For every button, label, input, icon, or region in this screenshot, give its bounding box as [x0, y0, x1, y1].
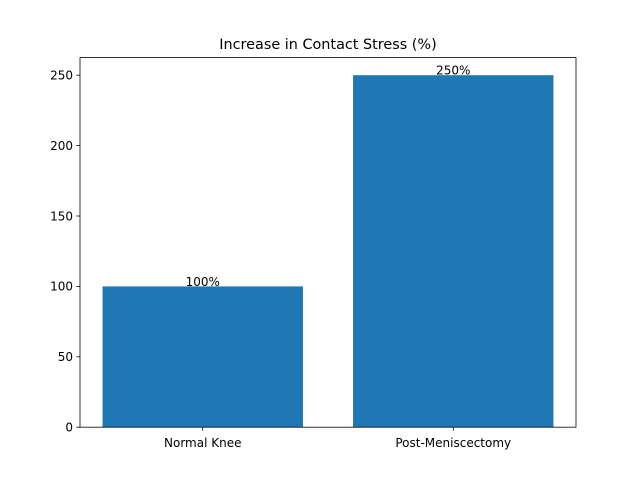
data-label-2: 250%	[436, 64, 470, 78]
data-label-1: 100%	[186, 275, 220, 289]
plot-area: 100% 250% 0 50 100 150 200 250 Normal Knee Post-M…	[50, 64, 554, 450]
y-tick-label-1: 0	[65, 421, 73, 435]
x-tick-label-2: Post-Meniscectomy	[395, 436, 511, 450]
x-tick-label-1: Normal Knee	[164, 436, 241, 450]
y-tick-label-4: 150	[50, 209, 73, 223]
y-tick-label-3: 100	[50, 280, 73, 294]
y-tick-label-6: 250	[50, 69, 73, 83]
chart-title: Increase in Contact Stress (%)	[219, 37, 436, 53]
y-tick-label-5: 200	[50, 139, 73, 153]
bar-1	[102, 286, 303, 428]
y-tick-label-2: 50	[58, 350, 73, 364]
bar-2	[353, 75, 554, 428]
axes-frame	[79, 57, 577, 428]
